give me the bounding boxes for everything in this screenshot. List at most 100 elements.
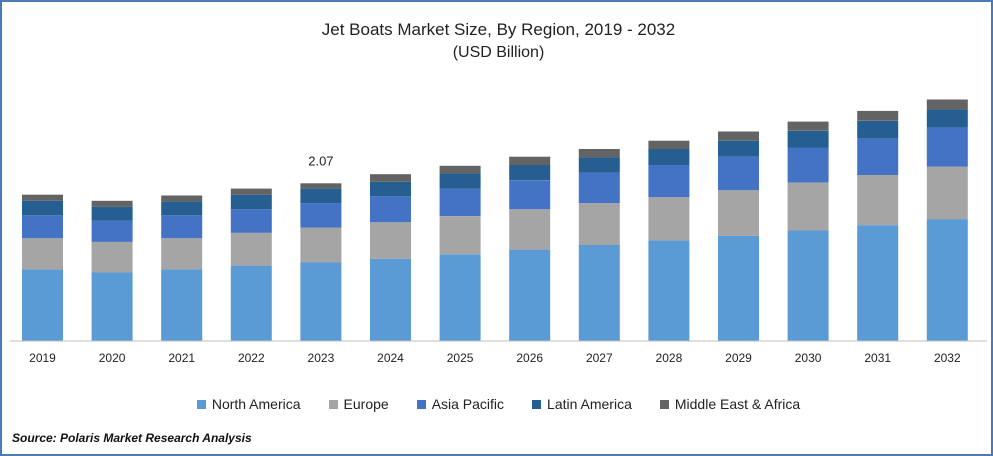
bar-segment-asia-pacific-2022 (230, 209, 272, 233)
bar-segment-latin-america-2030 (787, 130, 829, 148)
bar-segment-north-america-2029 (718, 235, 759, 341)
bar-segment-north-america-2031 (857, 225, 899, 341)
bar-segment-europe-2030 (787, 182, 829, 231)
bar-segment-latin-america-2026 (509, 165, 551, 181)
bar-segment-north-america-2022 (230, 265, 272, 341)
legend-item-asia-pacific: Asia Pacific (416, 396, 505, 412)
x-tick-label-2032: 2032 (934, 351, 961, 365)
bar-segment-europe-2019 (22, 238, 63, 270)
bar-segment-europe-2032 (926, 166, 968, 220)
annotations-group: 2.07 (308, 153, 333, 168)
bar-segment-asia-pacific-2025 (439, 188, 481, 216)
bar-segment-middle-east-africa-2022 (230, 188, 272, 195)
bar-segment-asia-pacific-2029 (718, 156, 759, 191)
bar-segment-asia-pacific-2024 (370, 196, 411, 223)
legend-swatch-north-america (196, 399, 206, 409)
x-tick-labels-group: 2019 2020 2021 2022 2023 2024 2025 2026 2027 2028… (29, 351, 961, 365)
bar-segment-middle-east-africa-2027 (578, 149, 620, 158)
legend-swatch-middle-east-africa (659, 399, 669, 409)
x-tick-label-2031: 2031 (864, 351, 891, 365)
bar-segment-middle-east-africa-2025 (439, 165, 481, 174)
bar-segment-europe-2026 (509, 209, 551, 250)
x-tick-label-2030: 2030 (795, 351, 822, 365)
bar-segment-latin-america-2022 (230, 194, 272, 210)
legend-item-north-america: North America (196, 396, 301, 412)
bar-segment-latin-america-2021 (161, 201, 203, 216)
x-tick-label-2021: 2021 (168, 351, 195, 365)
x-tick-label-2026: 2026 (516, 351, 543, 365)
x-tick-label-2023: 2023 (308, 351, 335, 365)
bar-segment-europe-2024 (370, 222, 411, 259)
legend-swatch-latin-america (532, 399, 542, 409)
bar-segment-middle-east-africa-2021 (161, 195, 203, 202)
x-tick-label-2020: 2020 (99, 351, 126, 365)
bar-segment-middle-east-africa-2032 (926, 99, 968, 110)
chart-subtitle: (USD Billion) (452, 44, 545, 61)
legend-item-middle-east-africa: Middle East & Africa (659, 396, 801, 412)
bar-segment-middle-east-africa-2024 (370, 174, 411, 182)
legend-item-europe: Europe (328, 396, 389, 412)
bar-segment-latin-america-2023 (300, 188, 342, 204)
bar-segment-latin-america-2020 (91, 206, 133, 221)
bar-segment-latin-america-2029 (718, 140, 759, 157)
legend-label-asia-pacific: Asia Pacific (431, 396, 505, 412)
bar-segment-asia-pacific-2023 (300, 203, 342, 228)
legend-label-latin-america: Latin America (547, 396, 632, 412)
x-tick-label-2028: 2028 (656, 351, 683, 365)
bar-segment-latin-america-2028 (648, 149, 690, 165)
bar-segment-europe-2020 (91, 242, 133, 273)
bar-segment-north-america-2021 (161, 269, 203, 341)
bar-segment-middle-east-africa-2028 (648, 140, 690, 150)
bar-segment-north-america-2026 (509, 249, 551, 341)
bar-segment-middle-east-africa-2026 (509, 156, 551, 166)
bar-segment-europe-2022 (230, 232, 272, 266)
legend-swatch-asia-pacific (416, 399, 426, 409)
bar-segment-europe-2028 (648, 197, 690, 241)
bar-segment-latin-america-2027 (578, 157, 620, 173)
legend-label-north-america: North America (211, 396, 301, 412)
x-tick-label-2019: 2019 (29, 351, 56, 365)
x-tick-label-2024: 2024 (377, 351, 404, 365)
legend: North America Europe Asia Pacific Latin Ame… (2, 396, 991, 412)
bar-segment-asia-pacific-2026 (509, 180, 551, 210)
bar-segment-europe-2029 (718, 190, 759, 236)
data-label-2023: 2.07 (308, 153, 333, 168)
bar-segment-middle-east-africa-2030 (787, 121, 829, 131)
bar-segment-latin-america-2024 (370, 181, 411, 197)
x-tick-label-2027: 2027 (586, 351, 613, 365)
bar-segment-latin-america-2025 (439, 173, 481, 189)
legend-swatch-europe (328, 399, 338, 409)
bar-segment-europe-2031 (857, 174, 899, 226)
bar-segment-europe-2027 (578, 203, 620, 245)
bar-segment-europe-2023 (300, 227, 342, 263)
bar-segment-asia-pacific-2028 (648, 165, 690, 197)
bar-segment-latin-america-2019 (22, 200, 63, 216)
bar-segment-middle-east-africa-2020 (91, 200, 133, 207)
bar-segment-asia-pacific-2020 (91, 220, 133, 242)
bar-segment-north-america-2020 (91, 272, 133, 341)
legend-label-middle-east-africa: Middle East & Africa (674, 396, 801, 412)
bar-segment-asia-pacific-2032 (926, 127, 968, 167)
bar-segment-asia-pacific-2030 (787, 147, 829, 183)
bar-segment-north-america-2027 (578, 245, 620, 341)
x-tick-label-2022: 2022 (238, 351, 265, 365)
bar-segment-north-america-2025 (439, 254, 481, 341)
bar-segment-asia-pacific-2031 (857, 138, 899, 175)
bar-segment-middle-east-africa-2031 (857, 110, 899, 121)
bar-segment-middle-east-africa-2023 (300, 183, 342, 189)
legend-item-latin-america: Latin America (532, 396, 632, 412)
bar-segment-asia-pacific-2021 (161, 215, 203, 239)
bar-segment-latin-america-2032 (926, 109, 968, 128)
bar-segment-north-america-2030 (787, 230, 829, 341)
bar-segment-europe-2025 (439, 216, 481, 255)
bar-segment-asia-pacific-2027 (578, 172, 620, 204)
bar-segment-north-america-2024 (370, 258, 411, 341)
bars-group (22, 99, 968, 341)
bar-segment-latin-america-2031 (857, 120, 899, 139)
bar-segment-north-america-2019 (22, 269, 63, 341)
bar-segment-north-america-2032 (926, 219, 968, 341)
x-tick-label-2029: 2029 (725, 351, 752, 365)
legend-label-europe: Europe (343, 396, 389, 412)
